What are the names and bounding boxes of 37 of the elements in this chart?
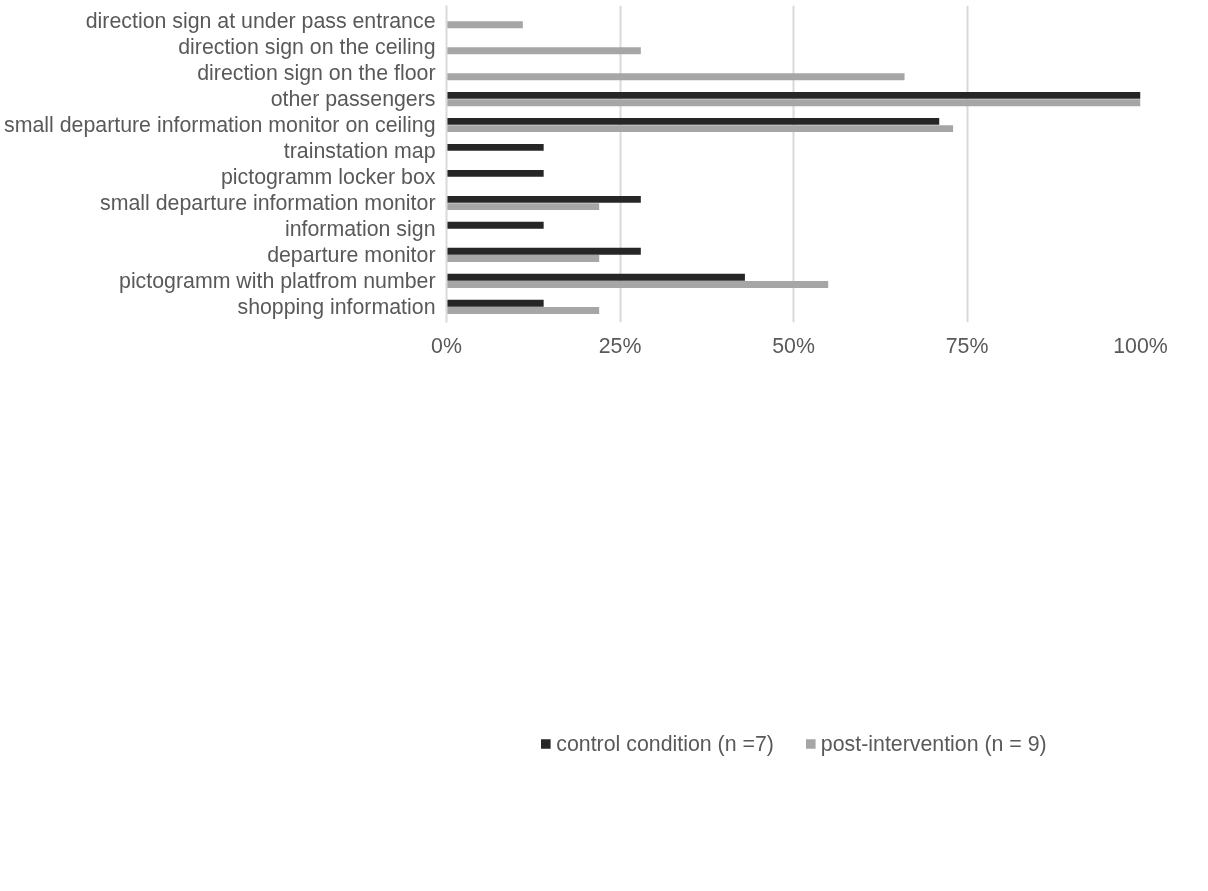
bar <box>446 99 1141 107</box>
x-tick-label: 100% <box>1113 333 1168 358</box>
x-tick-label: 0% <box>431 333 462 358</box>
bar <box>446 221 544 229</box>
bar <box>446 73 905 81</box>
bar <box>446 203 600 211</box>
bar <box>446 247 641 255</box>
x-tick-label: 50% <box>772 333 815 358</box>
bar <box>446 91 1141 99</box>
bar <box>446 307 600 314</box>
y-tick-label: shopping information <box>237 294 436 319</box>
bar <box>446 169 544 177</box>
y-tick-label: direction sign on the floor <box>197 61 436 86</box>
y-tick-label: information sign <box>284 216 436 241</box>
y-tick-label: small departure information monitor on ceiling <box>3 113 436 138</box>
bar <box>446 273 745 281</box>
bar <box>446 281 829 289</box>
y-tick-label: direction sign at under pass entrance <box>85 9 436 34</box>
bar <box>446 299 544 307</box>
bar <box>446 47 641 55</box>
bar <box>446 21 523 29</box>
y-tick-label: pictogramm locker box <box>220 164 436 189</box>
bar <box>446 143 544 151</box>
bar <box>446 195 641 203</box>
legend-label: control condition (n =7) <box>556 731 774 757</box>
y-tick-label: other passengers <box>270 87 436 112</box>
bar <box>446 117 940 125</box>
y-tick-label: departure monitor <box>267 242 436 267</box>
y-tick-label: trainstation map <box>283 139 436 164</box>
bar <box>446 125 954 133</box>
x-tick-label: 25% <box>598 333 642 358</box>
bar <box>446 255 600 263</box>
y-tick-label: pictogramm with platfrom number <box>119 268 436 293</box>
y-tick-label: direction sign on the ceiling <box>178 35 436 60</box>
x-tick-label: 75% <box>945 333 989 358</box>
y-tick-label: small departure information monitor <box>100 190 436 215</box>
legend-label: post-intervention (n = 9) <box>820 731 1047 757</box>
